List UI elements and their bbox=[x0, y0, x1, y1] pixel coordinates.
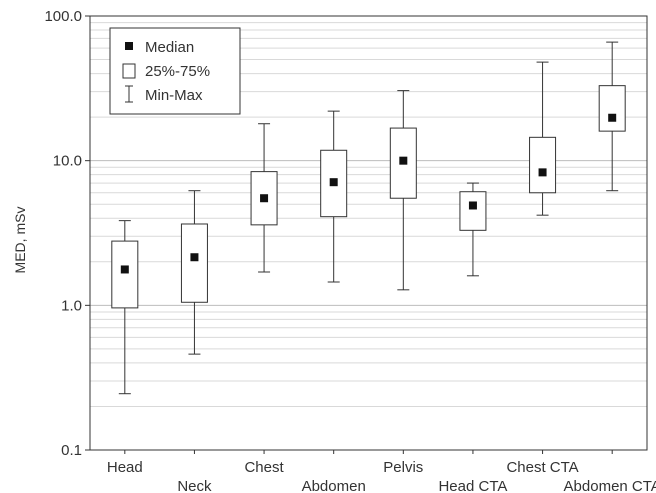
x-tick-label: Head CTA bbox=[438, 478, 507, 493]
iqr-box bbox=[111, 240, 139, 309]
iqr-box bbox=[598, 85, 626, 132]
iqr-box bbox=[459, 191, 487, 231]
box-series bbox=[111, 41, 626, 395]
y-axis-label: MED, mSv bbox=[12, 207, 28, 274]
legend: Median 25%-75% Min-Max bbox=[109, 27, 241, 115]
median-marker bbox=[120, 265, 129, 274]
median-marker bbox=[190, 253, 199, 262]
iqr-box bbox=[529, 136, 557, 194]
median-marker bbox=[468, 201, 477, 210]
y-tick-label: 100.0 bbox=[44, 8, 82, 25]
legend-median-marker bbox=[125, 42, 133, 50]
iqr-box bbox=[180, 223, 208, 303]
plot-frame bbox=[89, 15, 648, 451]
legend-median-label: Median bbox=[145, 39, 194, 56]
x-tick-label: Head bbox=[107, 459, 143, 476]
x-tick-label: Abdomen bbox=[302, 478, 366, 493]
median-marker bbox=[399, 156, 408, 165]
median-marker bbox=[608, 113, 617, 122]
median-marker bbox=[329, 178, 338, 187]
legend-box-marker bbox=[122, 63, 136, 79]
axes bbox=[85, 15, 648, 454]
x-tick-labels: Head Neck Chest Abdomen Pelvis Head CTA Chest … bbox=[107, 459, 656, 493]
median-marker bbox=[260, 194, 269, 203]
x-tick-label: Chest bbox=[244, 459, 284, 476]
x-tick-label: Pelvis bbox=[383, 459, 423, 476]
y-tick-label: 10.0 bbox=[53, 153, 82, 170]
x-tick-label: Abdomen CTA bbox=[564, 478, 656, 493]
y-tick-label: 1.0 bbox=[61, 297, 82, 314]
median-marker bbox=[538, 168, 547, 177]
legend-box-label: 25%-75% bbox=[145, 63, 210, 80]
y-tick-label: 0.1 bbox=[61, 442, 82, 459]
x-tick-label: Neck bbox=[177, 478, 212, 493]
legend-whisker-label: Min-Max bbox=[145, 87, 203, 104]
y-tick-labels: 0.1 1.0 10.0 100.0 bbox=[44, 8, 82, 459]
x-tick-label: Chest CTA bbox=[506, 459, 578, 476]
